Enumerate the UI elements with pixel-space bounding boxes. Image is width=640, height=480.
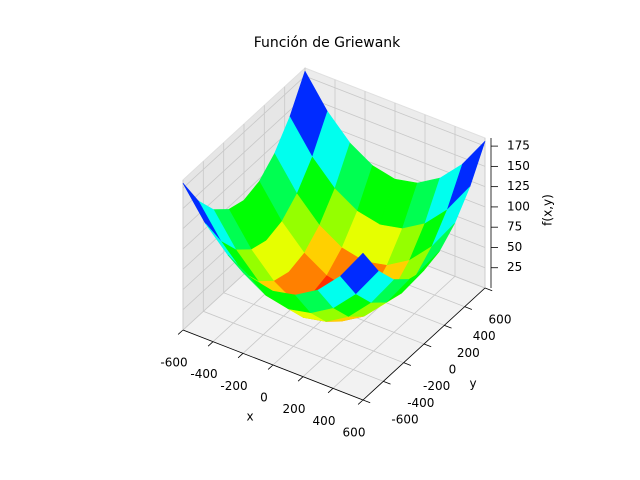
y-tick-label: 200 (457, 346, 480, 360)
x-tick (237, 353, 244, 359)
y-axis-label: y (469, 377, 476, 391)
x-tick (267, 364, 274, 370)
chart-title: Función de Griewank (254, 35, 401, 51)
y-tick-label: -400 (407, 396, 434, 410)
x-tick (297, 376, 304, 382)
y-tick (484, 287, 493, 292)
x-tick-label: -600 (160, 356, 187, 370)
z-tick-label: 125 (507, 179, 530, 193)
y-axis-line (362, 287, 486, 401)
z-tick-label: 150 (507, 159, 530, 173)
y-tick-label: 400 (473, 329, 496, 343)
y-tick-label: 600 (489, 313, 512, 327)
y-tick (423, 343, 432, 348)
x-tick-label: 0 (260, 391, 268, 405)
x-axis-label: x (246, 410, 253, 424)
x-tick (327, 388, 334, 394)
x-axis-line (182, 329, 364, 401)
z-tick-label: 175 (507, 139, 530, 153)
y-tick-label: -200 (423, 379, 450, 393)
surface-patch (340, 252, 379, 295)
y-tick (464, 306, 473, 310)
y-tick-label: 0 (449, 363, 457, 377)
y-grid-line (243, 124, 425, 345)
x-tick-label: -200 (220, 379, 247, 393)
z-tick-label: 25 (507, 260, 522, 274)
x-tick-label: 400 (313, 414, 336, 428)
y-tick (383, 380, 391, 385)
y-tick (403, 362, 412, 366)
x-tick (177, 329, 184, 335)
x-tick (357, 399, 364, 405)
x-tick-label: -400 (190, 367, 217, 381)
y-tick (362, 399, 371, 404)
z-axis-label: f(x,y) (541, 194, 555, 226)
y-tick-label: -600 (391, 413, 418, 427)
y-grid-line (223, 142, 404, 364)
z-tick-label: 100 (507, 199, 530, 213)
y-tick (444, 324, 452, 329)
z-tick-label: 75 (507, 220, 522, 234)
x-tick-label: 600 (343, 426, 366, 440)
x-tick (207, 341, 214, 347)
z-tick-label: 50 (507, 240, 522, 254)
x-tick-label: 200 (283, 402, 306, 416)
